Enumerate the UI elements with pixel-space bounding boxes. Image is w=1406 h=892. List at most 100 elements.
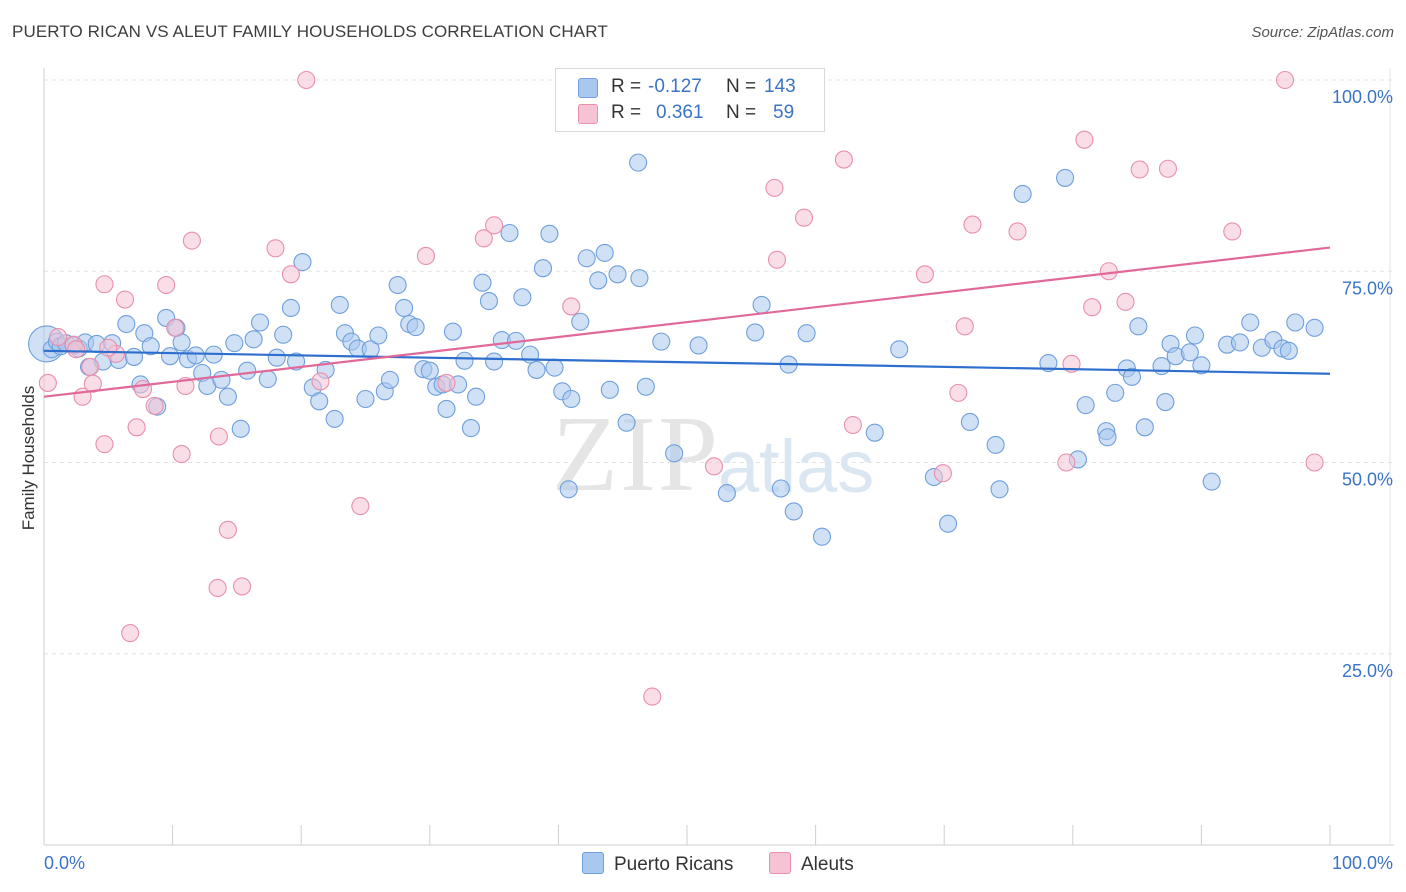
aleut-point xyxy=(1275,70,1295,90)
y-axis-label: Family Households xyxy=(19,386,38,531)
puerto-rican-point xyxy=(212,370,231,389)
y-tick-label: 75.0% xyxy=(1342,278,1393,298)
puerto-rican-point xyxy=(325,409,344,428)
puerto-rican-point xyxy=(274,325,293,344)
puerto-rican-point xyxy=(1135,418,1154,437)
bottom-legend-puerto-ricans[interactable]: Puerto Ricans xyxy=(582,852,733,876)
legend-r-label: R = xyxy=(611,76,642,97)
puerto-rican-point xyxy=(939,514,958,533)
puerto-rican-point xyxy=(467,387,486,406)
x-tick-label: 0.0% xyxy=(44,853,85,873)
puerto-rican-point xyxy=(455,351,474,370)
puerto-rican-point xyxy=(1279,341,1298,360)
puerto-rican-point xyxy=(1098,428,1117,447)
puerto-rican-point xyxy=(812,527,832,546)
puerto-rican-point xyxy=(473,273,492,292)
source-label: Source: ZipAtlas.com xyxy=(1251,24,1394,41)
puerto-rican-point xyxy=(595,243,614,262)
puerto-rican-point xyxy=(395,298,414,318)
aleut-point xyxy=(49,327,68,347)
series-aleuts xyxy=(38,70,1324,706)
x-tick-label: 100.0% xyxy=(1332,853,1393,873)
aleut-point xyxy=(232,577,252,596)
tick-labels: 25.0% 50.0% 75.0% 100.0% 0.0% 100.0% xyxy=(44,87,1393,873)
aleut-point xyxy=(121,624,140,643)
puerto-rican-point xyxy=(1185,326,1205,345)
aleut-point xyxy=(218,520,237,539)
aleut-point xyxy=(562,297,581,316)
aleut-point xyxy=(485,216,504,235)
axes xyxy=(43,68,1394,846)
puerto-rican-point xyxy=(225,334,244,353)
aleut-point xyxy=(127,418,146,437)
aleut-point xyxy=(297,70,316,90)
puerto-rican-point xyxy=(141,337,160,356)
legend-swatch-pink xyxy=(769,852,791,874)
puerto-rican-point xyxy=(630,269,649,288)
puerto-rican-point xyxy=(1305,318,1324,337)
puerto-rican-point xyxy=(287,352,306,371)
aleut-point xyxy=(83,374,102,393)
puerto-rican-point xyxy=(1156,393,1175,412)
trend-line-puerto-ricans xyxy=(43,349,1331,375)
aleut-point xyxy=(1305,453,1324,472)
puerto-rican-point xyxy=(231,419,250,438)
puerto-rican-point xyxy=(571,312,590,331)
aleut-point xyxy=(1075,130,1094,149)
aleut-point xyxy=(172,445,191,464)
legend-n-label: N = xyxy=(726,76,757,97)
puerto-rican-point xyxy=(865,423,884,442)
legend-label-aleuts: Aleuts xyxy=(801,854,854,875)
aleut-point xyxy=(182,231,201,250)
bottom-legend-aleuts[interactable]: Aleuts xyxy=(769,852,854,876)
puerto-rican-point xyxy=(443,322,462,341)
aleut-point xyxy=(704,457,724,476)
puerto-rican-point xyxy=(1152,357,1171,376)
puerto-rican-point xyxy=(513,288,532,307)
aleut-point xyxy=(208,578,227,598)
puerto-rican-point xyxy=(1241,313,1260,332)
aleut-point xyxy=(145,396,164,415)
puerto-rican-point xyxy=(562,389,581,409)
puerto-rican-point xyxy=(500,223,519,243)
puerto-rican-point xyxy=(527,360,546,379)
aleut-point xyxy=(1223,222,1242,241)
aleut-point xyxy=(955,317,974,336)
puerto-rican-point xyxy=(330,295,349,314)
puerto-rican-point xyxy=(600,380,619,399)
aleut-point xyxy=(643,687,662,706)
aleut-point xyxy=(794,208,814,227)
aleut-point xyxy=(949,383,968,402)
puerto-rican-point xyxy=(533,259,553,278)
puerto-rican-point xyxy=(124,347,144,366)
puerto-rican-point xyxy=(608,265,627,284)
puerto-rican-point xyxy=(406,318,425,337)
puerto-rican-point xyxy=(589,271,608,290)
puerto-rican-point xyxy=(1013,184,1032,204)
aleut-point xyxy=(281,265,300,284)
aleut-point xyxy=(209,427,228,446)
chart-title: PUERTO RICAN VS ALEUT FAMILY HOUSEHOLDS … xyxy=(12,22,608,41)
puerto-rican-point xyxy=(990,480,1009,499)
puerto-rican-point xyxy=(1106,383,1125,402)
aleut-point xyxy=(765,178,784,197)
legend-row-aleuts: R = 0.361 N = 59 xyxy=(556,101,822,127)
legend-r-value: 0.361 xyxy=(656,102,704,123)
aleut-point xyxy=(95,275,114,294)
aleut-point xyxy=(1083,298,1102,317)
puerto-rican-point xyxy=(238,361,257,380)
stats-legend: R = -0.127 N = 143 R = 0.361 N = 59 xyxy=(555,68,825,132)
legend-swatch-blue xyxy=(578,78,598,98)
y-tick-label: 25.0% xyxy=(1342,661,1393,681)
puerto-rican-point xyxy=(986,435,1005,454)
aleut-point xyxy=(38,373,57,392)
puerto-rican-point xyxy=(1076,396,1095,415)
puerto-rican-point xyxy=(1056,168,1075,187)
aleut-point xyxy=(266,239,285,258)
legend-swatch-pink xyxy=(578,104,598,124)
puerto-rican-point xyxy=(540,224,559,243)
legend-r-value: -0.127 xyxy=(648,76,702,97)
aleut-point xyxy=(474,229,493,248)
puerto-rican-point xyxy=(797,324,816,343)
puerto-rican-point xyxy=(293,253,312,272)
